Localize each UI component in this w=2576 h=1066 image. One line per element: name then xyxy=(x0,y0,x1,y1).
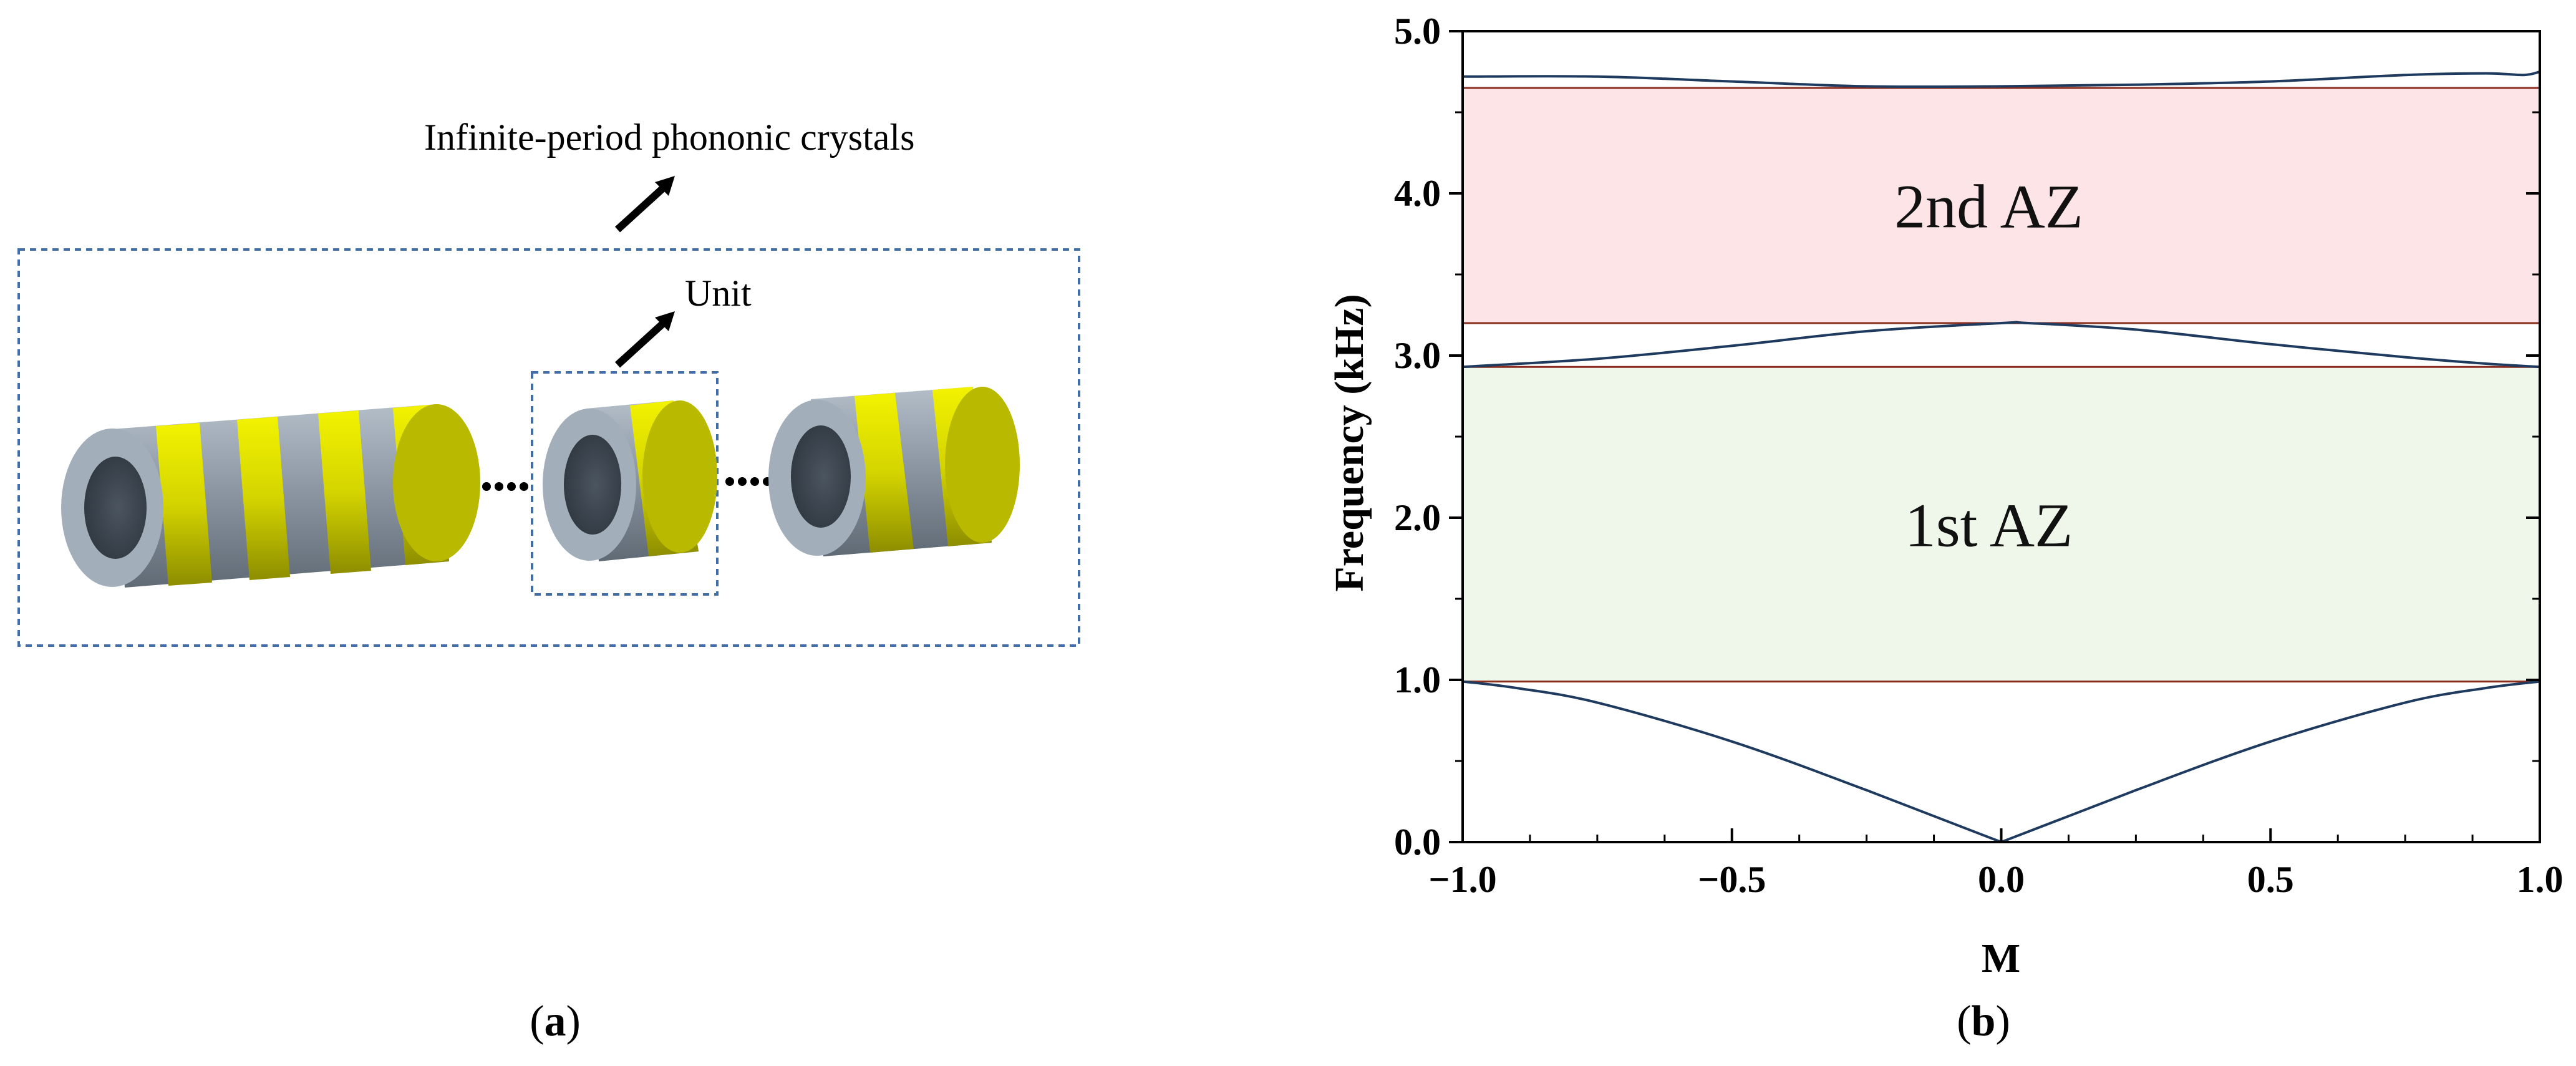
y-tick-label: 2.0 xyxy=(1394,497,1441,538)
panel-b-chart: −1.0 −0.5 0.0 0.5 1.0 0.0 1.0 2.0 3.0 4.0 5.0 1st … xyxy=(1327,11,2564,1045)
y-tick-label: 4.0 xyxy=(1394,173,1441,214)
band-2-label: 2nd AZ xyxy=(1894,172,2083,241)
dispersion-curve-1 xyxy=(1462,680,2540,844)
band-1-region xyxy=(1463,367,2540,682)
dispersion-curve-3 xyxy=(1462,70,2540,89)
x-tick-label: −0.5 xyxy=(1698,859,1766,900)
arrow-outer xyxy=(614,176,675,233)
unit-dashed-frame xyxy=(531,371,719,596)
y-tick-label: 0.0 xyxy=(1394,821,1441,863)
panel-a-diagram: Infinite-period phononic crystals Unit xyxy=(17,117,1080,1045)
ellipsis-dots-2 xyxy=(725,477,772,486)
annotation-unit: Unit xyxy=(685,273,752,314)
band-1-label: 1st AZ xyxy=(1905,490,2073,560)
bands-layer xyxy=(1463,87,2540,683)
y-axis-title: Frequency (kHz) xyxy=(1327,294,1372,591)
y-tick-label: 1.0 xyxy=(1394,659,1441,700)
y-tick-label: 3.0 xyxy=(1394,335,1441,376)
right-cylinder xyxy=(768,387,1020,556)
outer-dashed-frame xyxy=(17,248,1080,647)
y-tick-label: 5.0 xyxy=(1394,11,1441,52)
band-labels-layer: 1st AZ 2nd AZ xyxy=(1894,172,2083,560)
x-tick-label: 0.0 xyxy=(1978,859,2025,900)
plot-frame xyxy=(1461,30,2541,843)
annotation-outer: Infinite-period phononic crystals xyxy=(424,117,914,158)
x-tick-label: −1.0 xyxy=(1428,859,1496,900)
x-tick-label: 0.5 xyxy=(2247,859,2294,900)
ellipsis-dots-1 xyxy=(482,482,528,491)
long-cylinder xyxy=(61,404,480,588)
band-2-region xyxy=(1463,88,2540,323)
unit-cylinder xyxy=(543,400,717,561)
panel-label-a: (a) xyxy=(530,997,581,1045)
x-tick-label: 1.0 xyxy=(2517,859,2564,900)
arrow-unit xyxy=(614,311,675,368)
dispersion-curve-2 xyxy=(1462,321,2540,369)
panel-label-b: (b) xyxy=(1957,997,2010,1045)
ticks-layer: −1.0 −0.5 0.0 0.5 1.0 0.0 1.0 2.0 3.0 4.0 5.0 xyxy=(1394,11,2564,900)
x-axis-title: M xyxy=(1982,936,2020,981)
